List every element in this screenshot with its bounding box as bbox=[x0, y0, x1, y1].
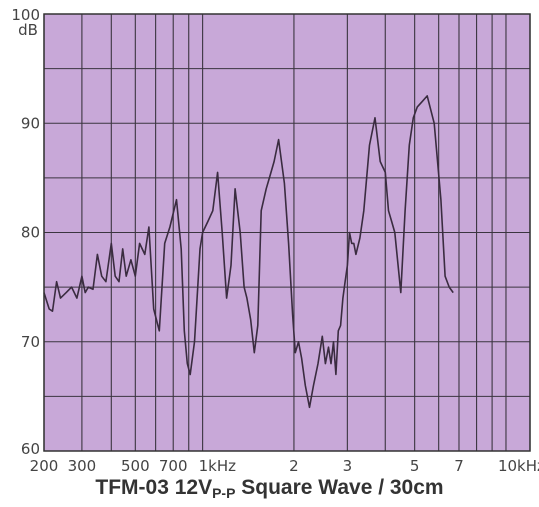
y-tick-labels: 60 70 80 90 100 bbox=[11, 6, 40, 458]
y-tick-label: 90 bbox=[21, 114, 40, 132]
x-tick-label: 300 bbox=[68, 457, 97, 475]
y-tick-label: 80 bbox=[21, 224, 40, 242]
x-tick-labels: 200 300 500 700 1kHz 2 3 5 7 10kHz bbox=[30, 457, 539, 475]
x-tick-label: 7 bbox=[454, 457, 464, 475]
y-tick-label: 70 bbox=[21, 333, 40, 351]
y-tick-label: 60 bbox=[21, 440, 40, 458]
x-tick-label: 2 bbox=[289, 457, 299, 475]
y-unit-label: dB bbox=[18, 21, 38, 39]
chart-title: TFM-03 12VP-P Square Wave / 30cm bbox=[0, 476, 539, 501]
y-tick-label: 100 bbox=[11, 6, 40, 24]
x-tick-label: 5 bbox=[410, 457, 420, 475]
plot-frame bbox=[43, 13, 531, 452]
grid bbox=[43, 14, 531, 451]
x-tick-label: 500 bbox=[121, 457, 150, 475]
x-tick-label: 10kHz bbox=[498, 457, 539, 475]
x-tick-label: 3 bbox=[343, 457, 353, 475]
series-line bbox=[43, 95, 454, 409]
series-layer bbox=[43, 95, 454, 409]
x-tick-label: 700 bbox=[159, 457, 188, 475]
x-tick-label: 1kHz bbox=[199, 457, 237, 475]
x-tick-label: 200 bbox=[30, 457, 59, 475]
title-main: TFM-03 12V bbox=[95, 476, 213, 499]
title-subscript: P-P bbox=[212, 485, 236, 501]
title-rest: Square Wave / 30cm bbox=[235, 476, 444, 499]
